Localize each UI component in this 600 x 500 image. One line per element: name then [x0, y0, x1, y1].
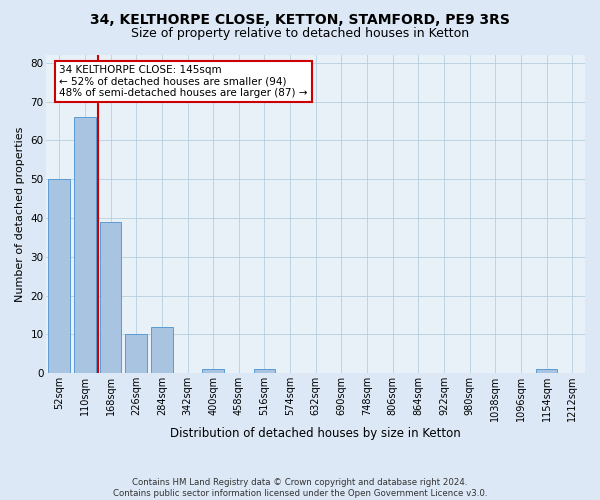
- Bar: [254, 370, 275, 373]
- Bar: [202, 370, 224, 373]
- Y-axis label: Number of detached properties: Number of detached properties: [15, 126, 25, 302]
- Bar: [74, 117, 96, 373]
- Text: 34 KELTHORPE CLOSE: 145sqm
← 52% of detached houses are smaller (94)
48% of semi: 34 KELTHORPE CLOSE: 145sqm ← 52% of deta…: [59, 64, 308, 98]
- Bar: [100, 222, 121, 373]
- Bar: [49, 179, 70, 373]
- Bar: [151, 326, 173, 373]
- X-axis label: Distribution of detached houses by size in Ketton: Distribution of detached houses by size …: [170, 427, 461, 440]
- Text: 34, KELTHORPE CLOSE, KETTON, STAMFORD, PE9 3RS: 34, KELTHORPE CLOSE, KETTON, STAMFORD, P…: [90, 12, 510, 26]
- Bar: [536, 370, 557, 373]
- Text: Size of property relative to detached houses in Ketton: Size of property relative to detached ho…: [131, 28, 469, 40]
- Bar: [125, 334, 147, 373]
- Text: Contains HM Land Registry data © Crown copyright and database right 2024.
Contai: Contains HM Land Registry data © Crown c…: [113, 478, 487, 498]
